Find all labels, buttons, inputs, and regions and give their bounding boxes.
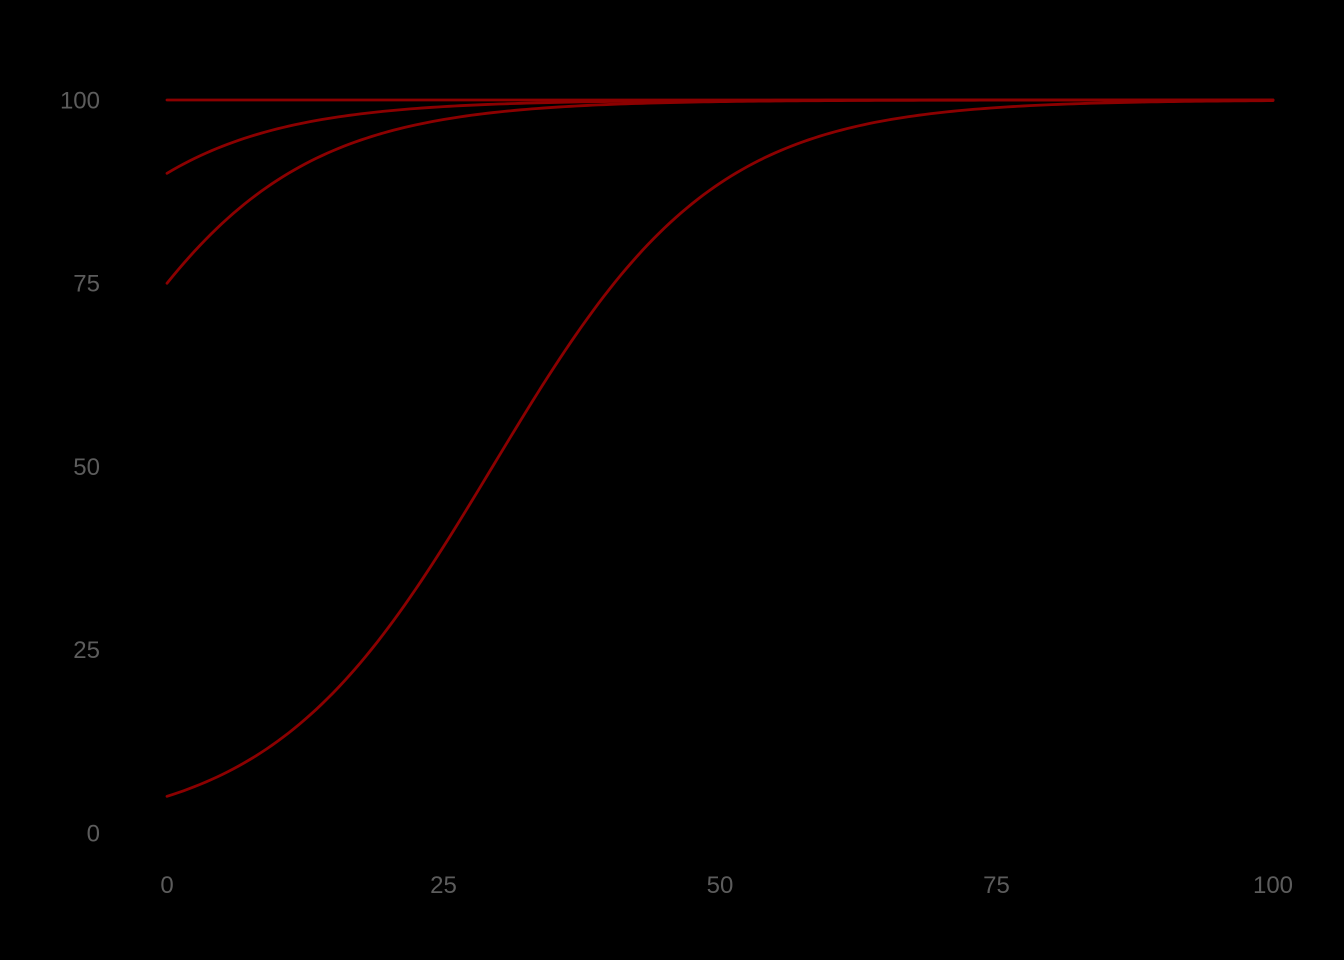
x-tick-label: 50 [707, 872, 734, 899]
logistic-curve-y0-75 [165, 98, 1275, 285]
y-tick-label: 25 [73, 637, 100, 664]
y-tick-label: 50 [73, 454, 100, 481]
y-tick-label: 75 [73, 271, 100, 298]
x-tick-label: 100 [1253, 872, 1293, 899]
y-tick-label: 0 [87, 820, 100, 847]
y-tick-label: 100 [60, 87, 100, 114]
logistic-curve-y0-5 [165, 99, 1275, 798]
x-tick-label: 0 [160, 872, 173, 899]
x-tick-label: 75 [983, 872, 1010, 899]
logistic-curve-y0-90 [165, 98, 1275, 175]
x-tick-label: 25 [430, 872, 457, 899]
